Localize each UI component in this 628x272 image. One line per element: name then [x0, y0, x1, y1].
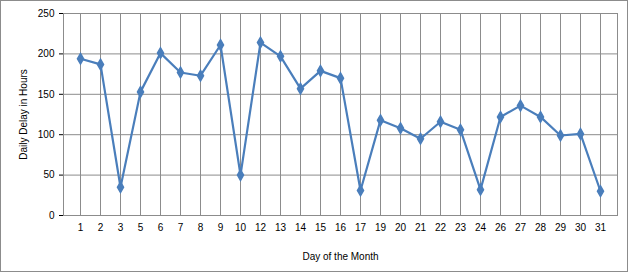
svg-text:7: 7: [178, 222, 184, 233]
svg-text:13: 13: [275, 222, 287, 233]
svg-text:Daily Delay in Hours: Daily Delay in Hours: [18, 69, 29, 160]
svg-text:3: 3: [118, 222, 124, 233]
svg-text:28: 28: [535, 222, 547, 233]
svg-text:27: 27: [515, 222, 527, 233]
svg-text:9: 9: [218, 222, 224, 233]
svg-text:0: 0: [49, 210, 55, 221]
svg-text:1: 1: [78, 222, 84, 233]
svg-text:21: 21: [415, 222, 427, 233]
svg-text:31: 31: [595, 222, 607, 233]
svg-text:5: 5: [138, 222, 144, 233]
svg-text:24: 24: [475, 222, 487, 233]
svg-text:6: 6: [158, 222, 164, 233]
svg-text:16: 16: [335, 222, 347, 233]
svg-text:29: 29: [555, 222, 567, 233]
svg-text:2: 2: [98, 222, 104, 233]
svg-text:19: 19: [375, 222, 387, 233]
svg-text:15: 15: [315, 222, 327, 233]
svg-text:250: 250: [38, 8, 55, 19]
svg-text:50: 50: [43, 169, 55, 180]
svg-text:150: 150: [38, 89, 55, 100]
svg-text:14: 14: [295, 222, 307, 233]
svg-text:200: 200: [38, 48, 55, 59]
svg-text:26: 26: [495, 222, 507, 233]
svg-text:30: 30: [575, 222, 587, 233]
svg-text:22: 22: [435, 222, 447, 233]
svg-text:Day of the Month: Day of the Month: [302, 251, 378, 262]
svg-text:8: 8: [198, 222, 204, 233]
svg-text:20: 20: [395, 222, 407, 233]
svg-text:10: 10: [235, 222, 247, 233]
svg-text:23: 23: [455, 222, 467, 233]
svg-text:12: 12: [255, 222, 267, 233]
svg-text:17: 17: [355, 222, 367, 233]
svg-text:100: 100: [38, 129, 55, 140]
